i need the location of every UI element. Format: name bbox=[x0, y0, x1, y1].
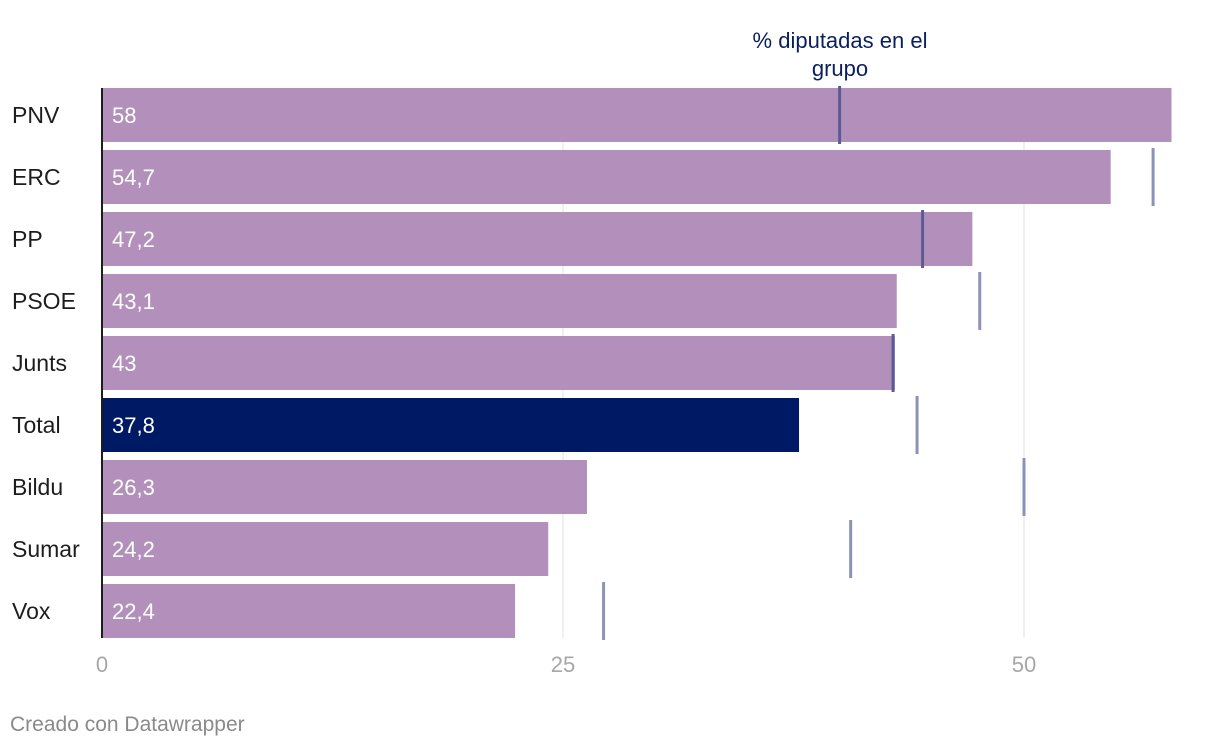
marker-line bbox=[891, 334, 895, 392]
marker-line bbox=[849, 520, 853, 578]
marker-line bbox=[1151, 148, 1155, 206]
marker-line bbox=[921, 210, 925, 268]
bar bbox=[102, 336, 895, 390]
marker-line bbox=[838, 86, 842, 144]
bar bbox=[102, 460, 587, 514]
labels: 0 25 50 PNV 58 ERC 54,7 PP 47,2 PSOE 43,1 Junts 43 To… bbox=[12, 102, 1036, 677]
value-label: 43 bbox=[112, 351, 136, 376]
category-label: PSOE bbox=[12, 288, 76, 314]
category-label: Junts bbox=[12, 350, 67, 376]
x-tick-label: 50 bbox=[1012, 652, 1036, 677]
value-label: 37,8 bbox=[112, 413, 155, 438]
footer-credit: Creado con Datawrapper bbox=[10, 713, 245, 736]
category-label: Bildu bbox=[12, 474, 63, 500]
x-tick-label: 0 bbox=[96, 652, 108, 677]
category-label: Total bbox=[12, 412, 61, 438]
bar bbox=[102, 88, 1172, 142]
marker-legend-label-line-1: % diputadas en el bbox=[753, 28, 928, 53]
value-label: 24,2 bbox=[112, 537, 155, 562]
value-label: 22,4 bbox=[112, 599, 155, 624]
bar bbox=[102, 274, 897, 328]
value-label: 43,1 bbox=[112, 289, 155, 314]
value-label: 47,2 bbox=[112, 227, 155, 252]
category-label: PNV bbox=[12, 102, 60, 128]
marker-legend-label-line-2: grupo bbox=[812, 56, 868, 81]
x-tick-label: 25 bbox=[551, 652, 575, 677]
bar bbox=[102, 150, 1111, 204]
bar bbox=[102, 584, 516, 638]
value-label: 58 bbox=[112, 103, 136, 128]
bars bbox=[102, 88, 1172, 638]
value-label: 54,7 bbox=[112, 165, 155, 190]
bar bbox=[102, 522, 549, 576]
markers bbox=[602, 86, 1155, 640]
category-label: PP bbox=[12, 226, 43, 252]
marker-line bbox=[915, 396, 919, 454]
bar bbox=[102, 398, 800, 452]
marker-line bbox=[602, 582, 606, 640]
category-label: ERC bbox=[12, 164, 61, 190]
value-label: 26,3 bbox=[112, 475, 155, 500]
marker-line bbox=[1022, 458, 1026, 516]
marker-line bbox=[978, 272, 982, 330]
category-label: Vox bbox=[12, 598, 51, 624]
bar bbox=[102, 212, 973, 266]
category-label: Sumar bbox=[12, 536, 80, 562]
